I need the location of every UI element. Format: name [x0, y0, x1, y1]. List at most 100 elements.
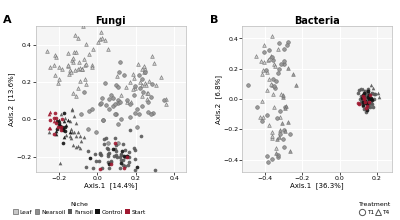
Point: [105, 162, 112, 165]
Point: [115, 141, 121, 145]
Point: [105, 154, 112, 157]
Point: [116, 167, 123, 170]
Point: [52, 122, 59, 125]
Point: [78, 113, 84, 116]
Point: [96, 151, 103, 154]
Point: [359, 103, 366, 107]
Point: [254, 106, 260, 109]
Point: [365, 105, 372, 108]
Point: [266, 57, 273, 61]
Point: [360, 94, 366, 97]
Point: [370, 92, 377, 96]
Point: [142, 84, 149, 87]
Point: [145, 111, 152, 114]
Point: [368, 83, 374, 87]
Point: [367, 101, 374, 104]
Point: [126, 160, 132, 164]
Point: [60, 128, 67, 132]
Point: [366, 97, 372, 101]
Point: [117, 155, 123, 158]
Point: [264, 154, 270, 158]
Point: [126, 156, 132, 159]
Point: [75, 67, 82, 71]
Point: [281, 128, 288, 131]
Point: [364, 108, 371, 111]
Point: [101, 142, 108, 146]
Point: [370, 105, 376, 108]
Point: [102, 81, 108, 85]
Point: [365, 87, 372, 91]
Point: [118, 153, 124, 157]
Point: [281, 62, 287, 65]
Title: Fungi: Fungi: [96, 16, 126, 26]
Point: [63, 123, 69, 127]
Point: [97, 37, 104, 40]
Point: [110, 154, 117, 158]
Point: [56, 65, 62, 69]
Point: [274, 137, 280, 141]
Point: [355, 88, 362, 92]
Point: [125, 163, 132, 167]
Point: [148, 83, 155, 86]
Point: [106, 107, 112, 111]
Point: [360, 104, 366, 107]
Point: [375, 91, 381, 94]
Point: [141, 71, 148, 74]
Point: [360, 95, 366, 99]
Point: [135, 73, 142, 77]
Point: [129, 72, 136, 75]
Point: [120, 159, 126, 162]
Point: [82, 64, 88, 67]
Point: [372, 92, 378, 95]
Point: [72, 51, 79, 54]
Point: [115, 101, 121, 105]
Point: [147, 112, 154, 116]
Point: [137, 80, 143, 84]
Point: [86, 109, 92, 112]
Point: [99, 36, 105, 40]
Point: [100, 118, 106, 121]
Point: [110, 104, 117, 108]
Point: [273, 151, 279, 155]
Point: [266, 78, 272, 81]
Point: [368, 97, 374, 100]
Point: [135, 62, 142, 66]
Point: [292, 84, 299, 87]
Point: [111, 147, 118, 151]
X-axis label: Axis.1  [14.4%]: Axis.1 [14.4%]: [84, 182, 138, 189]
Point: [53, 132, 59, 136]
Point: [273, 146, 280, 150]
Point: [98, 101, 104, 105]
Point: [268, 54, 274, 57]
Point: [47, 110, 53, 114]
Point: [113, 149, 119, 153]
Point: [364, 99, 370, 102]
Point: [356, 102, 362, 106]
Point: [360, 96, 367, 100]
Point: [275, 155, 282, 159]
Point: [270, 59, 276, 62]
Point: [132, 148, 138, 152]
Point: [108, 160, 114, 163]
Point: [268, 157, 275, 160]
Point: [112, 141, 118, 145]
Point: [80, 58, 87, 61]
Point: [118, 161, 124, 165]
Point: [278, 62, 284, 65]
Point: [118, 158, 124, 162]
Point: [70, 143, 76, 147]
Point: [132, 112, 138, 115]
Point: [116, 100, 123, 104]
Point: [262, 68, 269, 72]
Point: [62, 130, 68, 133]
Point: [146, 79, 152, 83]
Point: [68, 127, 75, 130]
Point: [98, 166, 105, 170]
Point: [44, 50, 51, 53]
Point: [51, 132, 58, 135]
Point: [277, 115, 284, 119]
Point: [152, 168, 158, 171]
Point: [138, 68, 145, 71]
Point: [368, 97, 374, 101]
Point: [358, 100, 365, 103]
